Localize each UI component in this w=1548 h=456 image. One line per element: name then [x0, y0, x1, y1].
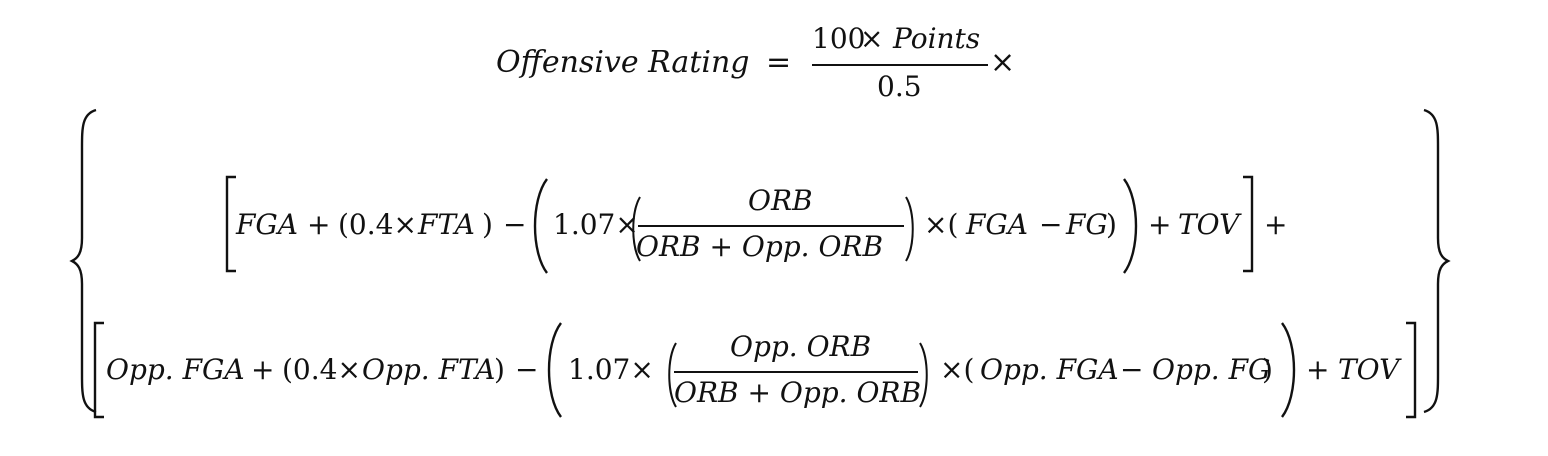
line1-fraction-bar — [638, 225, 904, 227]
line1-small-right-paren — [905, 196, 914, 262]
line1-times-open: ×( — [924, 208, 959, 241]
line2-open-paren: (0.4× — [282, 353, 361, 386]
line1-right-bracket — [1243, 175, 1254, 273]
line1-trailing-plus: + — [1264, 208, 1288, 241]
line2-close-paren: ) — [494, 353, 505, 386]
equals-sign: = — [766, 45, 792, 80]
outer-right-brace — [1423, 108, 1451, 414]
line2-tov: TOV — [1338, 353, 1400, 386]
top-times-sign: × — [990, 45, 1016, 80]
line1-left-bracket — [225, 175, 236, 273]
line2-fraction-bar — [674, 371, 918, 373]
points-numerator-var: Points — [893, 22, 981, 55]
line1-fga2: FGA — [966, 208, 1029, 241]
line2-minus: − — [515, 353, 539, 386]
line1-frac-numerator: ORB — [748, 184, 813, 217]
line2-close2: ) — [1262, 353, 1273, 386]
line1-frac-denominator: ORB + Opp. ORB — [636, 230, 884, 263]
line2-opp-fg: Opp. FG — [1152, 353, 1271, 386]
line1-big-left-paren — [533, 178, 548, 274]
points-numerator-times: × — [860, 22, 884, 55]
line2-coef: 1.07× — [568, 353, 654, 386]
line2-opp-fga2: Opp. FGA — [980, 353, 1119, 386]
line2-plus: + — [251, 353, 275, 386]
line1-minus2: − — [1039, 208, 1063, 241]
line1-plus: + — [307, 208, 331, 241]
line2-big-right-paren — [1281, 322, 1296, 418]
line1-big-right-paren — [1123, 178, 1138, 274]
line2-small-left-paren — [668, 342, 677, 408]
points-numerator-coef: 100 — [812, 22, 866, 55]
line1-small-left-paren — [632, 196, 641, 262]
line2-right-bracket — [1406, 321, 1417, 419]
line1-close2: ) — [1106, 208, 1117, 241]
line2-times-open: ×( — [940, 353, 975, 386]
line2-frac-numerator: Opp. ORB — [730, 330, 872, 363]
top-fraction-bar — [812, 64, 988, 66]
line1-fg: FG — [1066, 208, 1108, 241]
line1-fta: FTA — [418, 208, 475, 241]
top-denominator: 0.5 — [877, 70, 922, 103]
line1-plus2: + — [1148, 208, 1172, 241]
line2-opp-fga: Opp. FGA — [106, 353, 245, 386]
line2-opp-fta: Opp. FTA — [362, 353, 496, 386]
line2-big-left-paren — [547, 322, 562, 418]
line1-fga: FGA — [236, 208, 299, 241]
line1-coef: 1.07× — [553, 208, 639, 241]
line1-minus: − — [503, 208, 527, 241]
line2-plus2: + — [1306, 353, 1330, 386]
line2-minus2: − — [1120, 353, 1144, 386]
line2-frac-denominator: ORB + Opp. ORB — [674, 376, 922, 409]
line1-tov: TOV — [1178, 208, 1240, 241]
line2-small-right-paren — [919, 342, 928, 408]
line1-open-paren: (0.4× — [338, 208, 417, 241]
outer-left-brace — [69, 108, 97, 414]
line1-close-paren: ) — [482, 208, 493, 241]
lhs-label: Offensive Rating — [496, 45, 750, 80]
line2-left-bracket — [93, 321, 104, 419]
